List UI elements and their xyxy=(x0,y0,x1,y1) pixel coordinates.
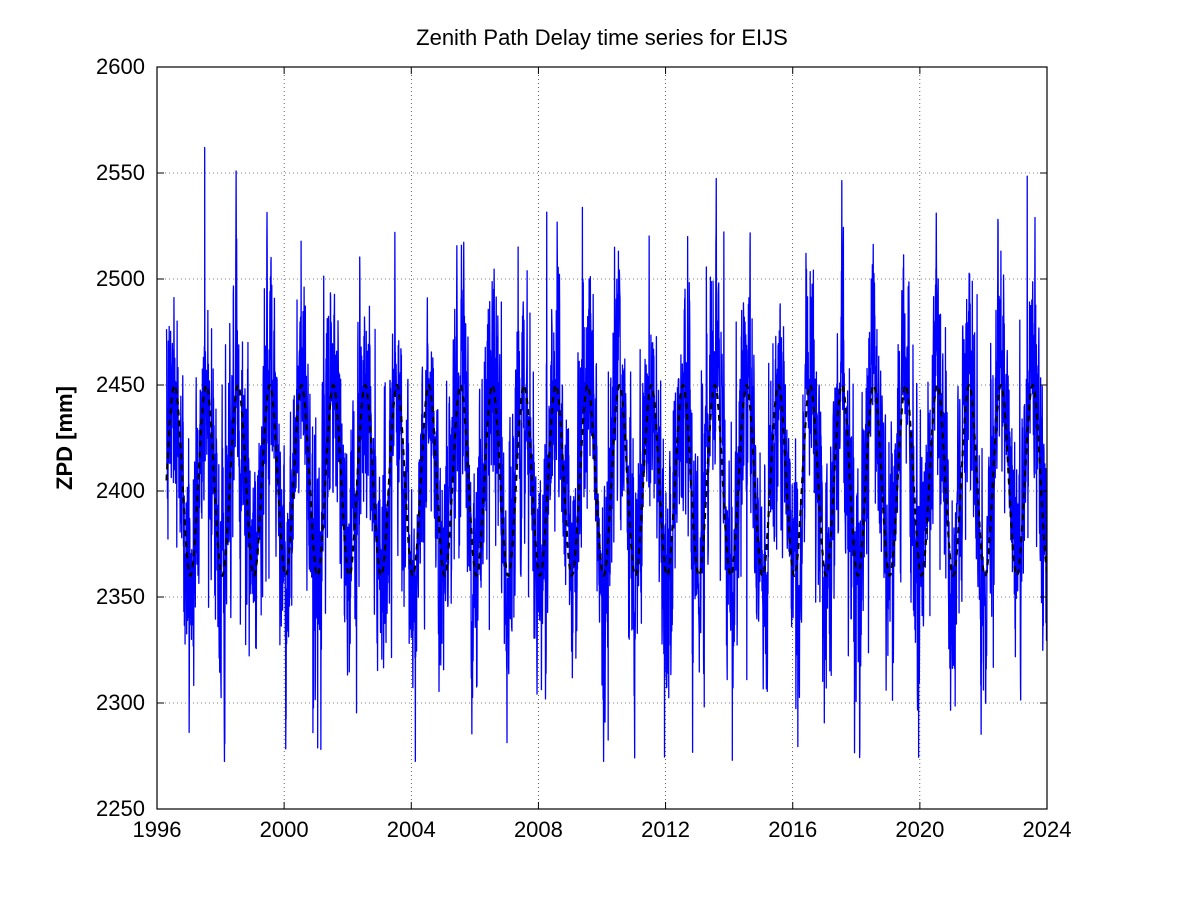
y-tick-label: 2600 xyxy=(96,54,145,79)
y-tick-label: 2350 xyxy=(96,584,145,609)
y-tick-label: 2250 xyxy=(96,796,145,821)
chart-title: Zenith Path Delay time series for EIJS xyxy=(416,25,788,50)
y-tick-label: 2450 xyxy=(96,372,145,397)
x-tick-label: 2016 xyxy=(768,817,817,842)
y-tick-label: 2550 xyxy=(96,160,145,185)
y-axis-label: ZPD [mm] xyxy=(52,386,77,490)
chart-container: 1996200020042008201220162020202422502300… xyxy=(0,0,1201,901)
x-tick-label: 2004 xyxy=(387,817,436,842)
x-tick-label: 2008 xyxy=(514,817,563,842)
x-tick-label: 2020 xyxy=(895,817,944,842)
x-tick-label: 2024 xyxy=(1023,817,1072,842)
y-tick-label: 2500 xyxy=(96,266,145,291)
y-tick-label: 2400 xyxy=(96,478,145,503)
chart-svg: 1996200020042008201220162020202422502300… xyxy=(0,0,1201,901)
x-tick-label: 2000 xyxy=(260,817,309,842)
y-tick-label: 2300 xyxy=(96,690,145,715)
x-tick-label: 2012 xyxy=(641,817,690,842)
